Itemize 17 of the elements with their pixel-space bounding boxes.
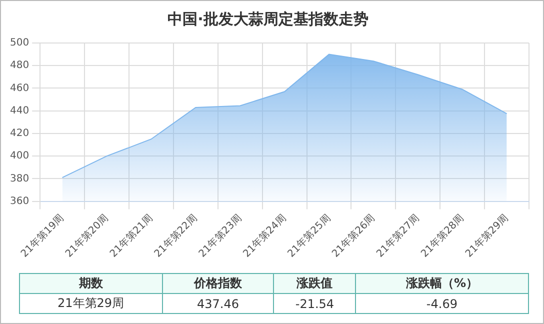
- y-tick-label: 380: [10, 173, 30, 184]
- text: 价格指数: [162, 274, 274, 294]
- y-tick-label: 480: [10, 60, 30, 72]
- text: -4.69: [355, 294, 528, 314]
- y-tick-label: 500: [10, 38, 30, 49]
- y-tick-label: 460: [10, 82, 30, 94]
- text: 涨跌幅（%）: [355, 274, 528, 294]
- y-tick-label: 360: [10, 196, 30, 207]
- text: 437.46: [162, 294, 274, 314]
- text: 期数: [20, 274, 162, 294]
- y-tick-label: 420: [10, 128, 30, 140]
- text: -21.54: [274, 294, 356, 314]
- chart-title: 中国·批发大蒜周定基指数走势: [168, 10, 368, 28]
- y-tick-label: 440: [10, 105, 30, 116]
- text: 21年第29周: [20, 294, 162, 314]
- text: 涨跌值: [274, 274, 356, 294]
- y-tick-label: 400: [10, 150, 30, 162]
